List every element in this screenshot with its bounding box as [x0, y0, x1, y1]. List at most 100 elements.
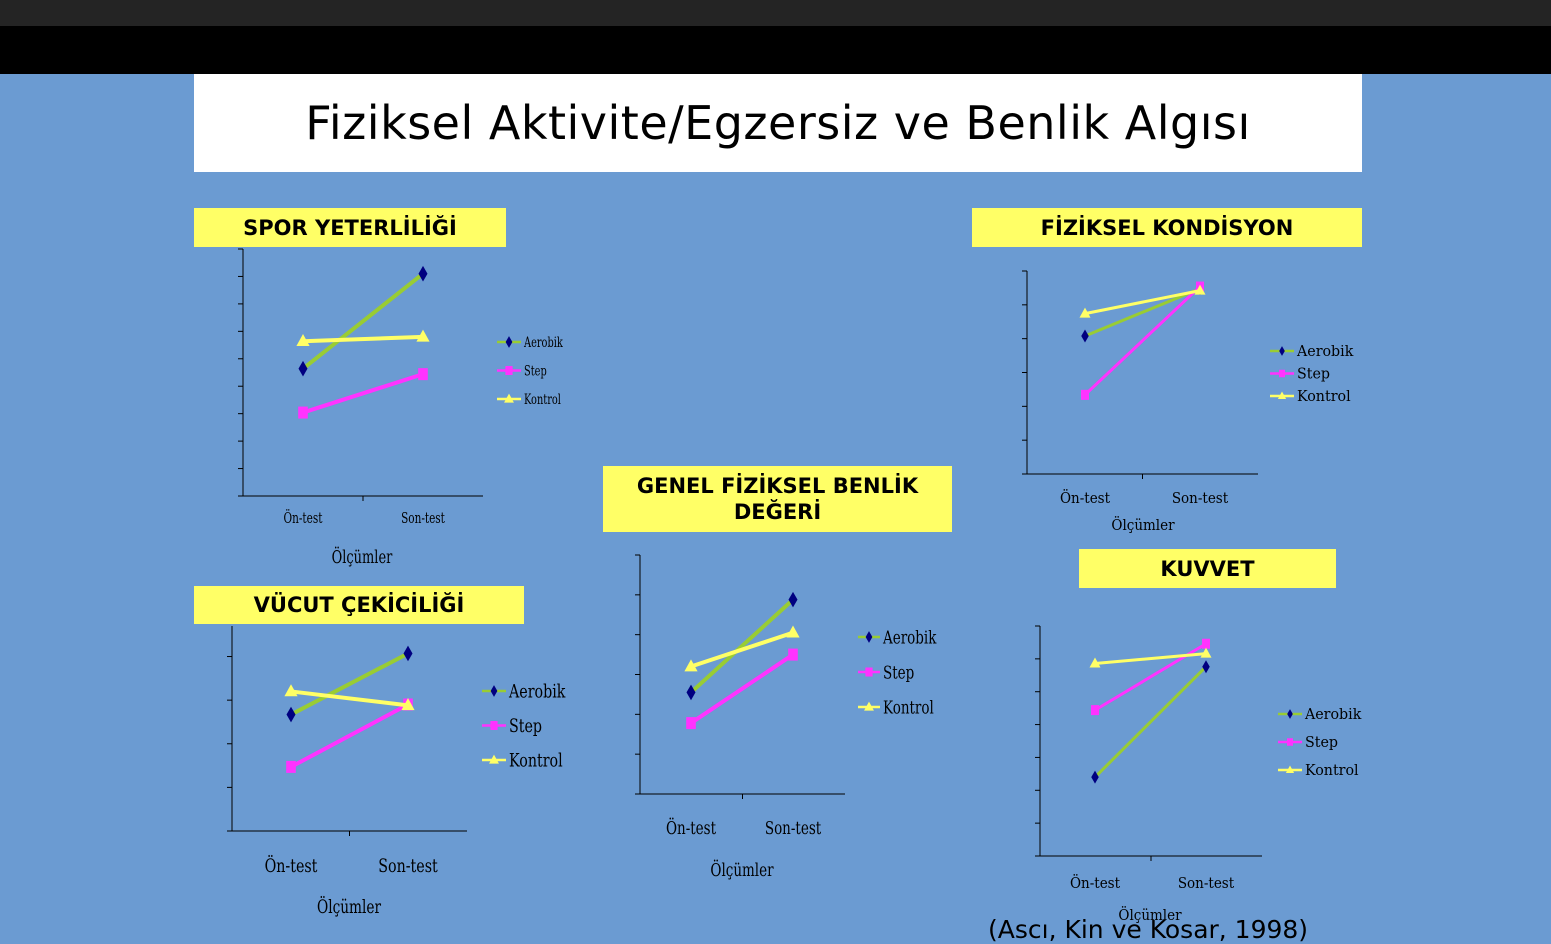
series-line-vucut-step — [290, 702, 409, 769]
point-spor-step-1 — [418, 368, 428, 381]
series-line-vucut-kontrol — [290, 689, 409, 708]
chart-title-kondisyon: FİZİKSEL KONDİSYON — [972, 208, 1362, 247]
x-axis-label-kondisyon: Ölçümler — [1111, 515, 1174, 534]
chart-title-spor: SPOR YETERLİLİĞİ — [194, 208, 506, 247]
chart-title-genel-text: GENEL FİZİKSEL BENLİK DEĞERİ — [636, 474, 919, 524]
x-axis-label-spor: Ölçümler — [332, 546, 393, 568]
legend-label-spor-1: Step — [524, 363, 547, 379]
point-genel-step-0 — [686, 717, 696, 730]
point-kondisyon-step-0 — [1081, 389, 1089, 400]
x-tick-label-genel: Ön-test — [666, 816, 717, 839]
legend-marker-kondisyon-0 — [1279, 346, 1285, 356]
point-spor-aerobik-1 — [418, 265, 428, 282]
top-bar — [0, 0, 1551, 26]
legend-marker-spor-1 — [505, 366, 513, 375]
series-line-vucut-aerobik — [290, 651, 409, 717]
point-vucut-step-0 — [286, 760, 296, 773]
x-tick-label-vucut: Ön-test — [265, 854, 318, 877]
point-kuvvet-aerobik-1 — [1202, 660, 1210, 674]
top-black-band — [0, 26, 1551, 74]
x-axis-label-genel: Ölçümler — [710, 858, 773, 881]
series-line-kuvvet-kontrol — [1094, 652, 1207, 665]
legend-marker-kondisyon-1 — [1279, 369, 1285, 378]
legend-label-kuvvet-0: Aerobik — [1304, 706, 1361, 723]
point-genel-aerobik-0 — [686, 684, 696, 701]
x-tick-label-kuvvet: Ön-test — [1070, 873, 1120, 892]
point-kondisyon-kontrol-1 — [1194, 284, 1206, 295]
slide-title-box: Fiziksel Aktivite/Egzersiz ve Benlik Alg… — [194, 74, 1362, 172]
legend-marker-spor-0 — [505, 336, 513, 348]
point-kuvvet-kontrol-1 — [1200, 647, 1212, 658]
legend-label-kondisyon-2: Kontrol — [1297, 388, 1351, 405]
point-genel-step-1 — [788, 648, 798, 661]
legend-label-vucut-0: Aerobik — [508, 680, 566, 703]
series-line-genel-kontrol — [690, 630, 794, 669]
series-line-genel-aerobik — [689, 598, 795, 694]
series-line-kondisyon-kontrol — [1084, 289, 1201, 316]
chart-title-vucut: VÜCUT ÇEKİCİLİĞİ — [194, 586, 524, 624]
legend-label-genel-1: Step — [883, 661, 914, 682]
point-genel-kontrol-1 — [786, 625, 800, 638]
chart-title-kondisyon-text: FİZİKSEL KONDİSYON — [1040, 215, 1294, 240]
legend-label-vucut-1: Step — [509, 714, 542, 737]
x-tick-label-kuvvet: Son-test — [1178, 875, 1235, 892]
series-line-kondisyon-step — [1083, 285, 1202, 396]
x-tick-label-kondisyon: Ön-test — [1060, 488, 1110, 507]
chart-title-spor-text: SPOR YETERLİLİĞİ — [243, 215, 457, 240]
series-line-spor-aerobik — [301, 272, 425, 371]
legend-marker-kuvvet-0 — [1287, 709, 1293, 719]
legend-label-vucut-2: Kontrol — [509, 749, 563, 772]
legend-marker-vucut-2 — [489, 754, 499, 764]
point-kuvvet-step-1 — [1202, 638, 1210, 649]
legend-marker-genel-1 — [865, 667, 873, 677]
series-line-spor-kontrol — [302, 334, 424, 344]
slide-title: Fiziksel Aktivite/Egzersiz ve Benlik Alg… — [305, 96, 1251, 150]
series-line-genel-step — [689, 652, 795, 725]
point-genel-kontrol-0 — [684, 659, 698, 672]
x-tick-label-vucut: Son-test — [378, 854, 438, 877]
point-kuvvet-step-0 — [1091, 705, 1099, 716]
x-axis-label-kuvvet: Ölçümler — [1118, 905, 1181, 924]
point-vucut-aerobik-0 — [286, 706, 296, 723]
series-line-kuvvet-aerobik — [1093, 665, 1208, 779]
point-kondisyon-aerobik-0 — [1081, 329, 1089, 343]
point-kondisyon-kontrol-0 — [1079, 307, 1091, 318]
x-axis-label-vucut: Ölçümler — [317, 895, 381, 918]
legend-label-kuvvet-2: Kontrol — [1305, 762, 1359, 779]
point-spor-kontrol-0 — [296, 334, 310, 347]
chart-title-vucut-text: VÜCUT ÇEKİCİLİĞİ — [253, 593, 465, 617]
legend-label-genel-2: Kontrol — [883, 696, 934, 717]
point-kuvvet-aerobik-0 — [1091, 770, 1099, 784]
legend-marker-kondisyon-2 — [1277, 391, 1287, 399]
legend-marker-kuvvet-2 — [1285, 765, 1295, 773]
chart-title-kuvvet: KUVVET — [1079, 549, 1336, 588]
legend-marker-vucut-0 — [490, 685, 498, 697]
legend-label-spor-0: Aerobik — [523, 334, 563, 350]
legend-label-kondisyon-1: Step — [1297, 365, 1330, 382]
legend-label-kondisyon-0: Aerobik — [1296, 343, 1353, 360]
chart-title-genel: GENEL FİZİKSEL BENLİK DEĞERİ — [603, 466, 952, 532]
citation: (Ascı, Kin ve Kosar, 1998) — [988, 915, 1309, 944]
series-line-spor-step — [302, 372, 424, 415]
legend-label-genel-0: Aerobik — [882, 626, 937, 647]
legend-marker-kuvvet-1 — [1287, 738, 1293, 746]
legend-label-kuvvet-1: Step — [1305, 734, 1338, 751]
point-kuvvet-kontrol-0 — [1089, 657, 1101, 668]
legend-label-spor-2: Kontrol — [524, 391, 561, 407]
point-spor-step-0 — [298, 406, 308, 419]
legend-marker-genel-2 — [864, 701, 874, 711]
point-vucut-kontrol-1 — [401, 698, 415, 711]
point-genel-aerobik-1 — [788, 591, 798, 608]
legend-marker-genel-0 — [865, 631, 873, 643]
legend-marker-vucut-1 — [490, 721, 498, 730]
chart-title-kuvvet-text: KUVVET — [1160, 556, 1255, 581]
x-tick-label-kondisyon: Son-test — [1172, 490, 1229, 507]
series-line-kondisyon-aerobik — [1084, 287, 1201, 338]
point-spor-kontrol-1 — [416, 329, 430, 342]
legend-marker-spor-2 — [504, 393, 514, 403]
x-tick-label-genel: Son-test — [765, 817, 822, 838]
point-spor-aerobik-0 — [298, 360, 308, 377]
point-vucut-kontrol-0 — [284, 684, 298, 697]
point-vucut-aerobik-1 — [403, 645, 413, 662]
